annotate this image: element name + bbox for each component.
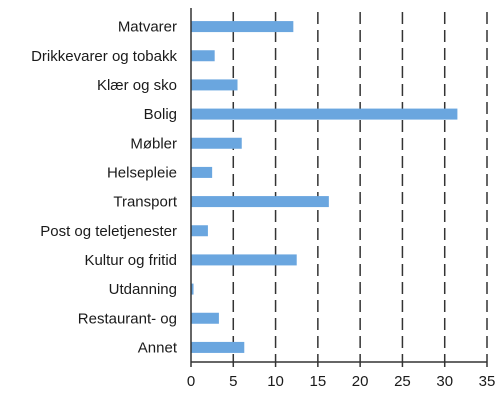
category-label: Post og teletjenester <box>40 223 177 240</box>
category-label: Utdanning <box>109 281 177 298</box>
bar-10 <box>191 312 219 324</box>
x-tick-label: 30 <box>436 373 453 390</box>
bar-2 <box>191 79 238 91</box>
bar-11 <box>191 341 245 353</box>
bars <box>191 21 458 353</box>
bar-5 <box>191 166 213 178</box>
bar-1 <box>191 50 215 62</box>
bar-6 <box>191 196 329 208</box>
category-label: Helsepleie <box>107 164 177 181</box>
x-tick-label: 0 <box>187 373 195 390</box>
tick-labels: 0 5 10 15 20 25 30 35 <box>187 373 496 390</box>
x-tick-label: 20 <box>352 373 369 390</box>
category-label: Bolig <box>144 106 177 123</box>
category-label: Møbler <box>130 135 177 152</box>
axes <box>190 8 488 367</box>
category-label: Annet <box>138 339 178 356</box>
category-label: Matvarer <box>118 19 177 36</box>
category-label: Transport <box>113 194 177 211</box>
grid-lines <box>232 12 488 362</box>
category-label: Drikkevarer og tobakk <box>31 48 177 65</box>
x-tick-label: 5 <box>229 373 237 390</box>
x-tick-label: 25 <box>394 373 411 390</box>
category-labels: Matvarer Drikkevarer og tobakk Klær og sko… <box>31 19 178 357</box>
bar-0 <box>191 21 294 33</box>
category-label: Restaurant- og <box>78 310 177 327</box>
bar-8 <box>191 254 297 266</box>
bar-9 <box>191 283 194 295</box>
category-label: Kultur og fritid <box>84 252 177 269</box>
bar-4 <box>191 137 242 149</box>
bar-7 <box>191 225 208 237</box>
x-tick-label: 10 <box>267 373 284 390</box>
x-tick-label: 15 <box>310 373 327 390</box>
bar-3 <box>191 108 458 120</box>
x-tick-label: 35 <box>479 373 496 390</box>
category-label: Klær og sko <box>97 77 177 94</box>
